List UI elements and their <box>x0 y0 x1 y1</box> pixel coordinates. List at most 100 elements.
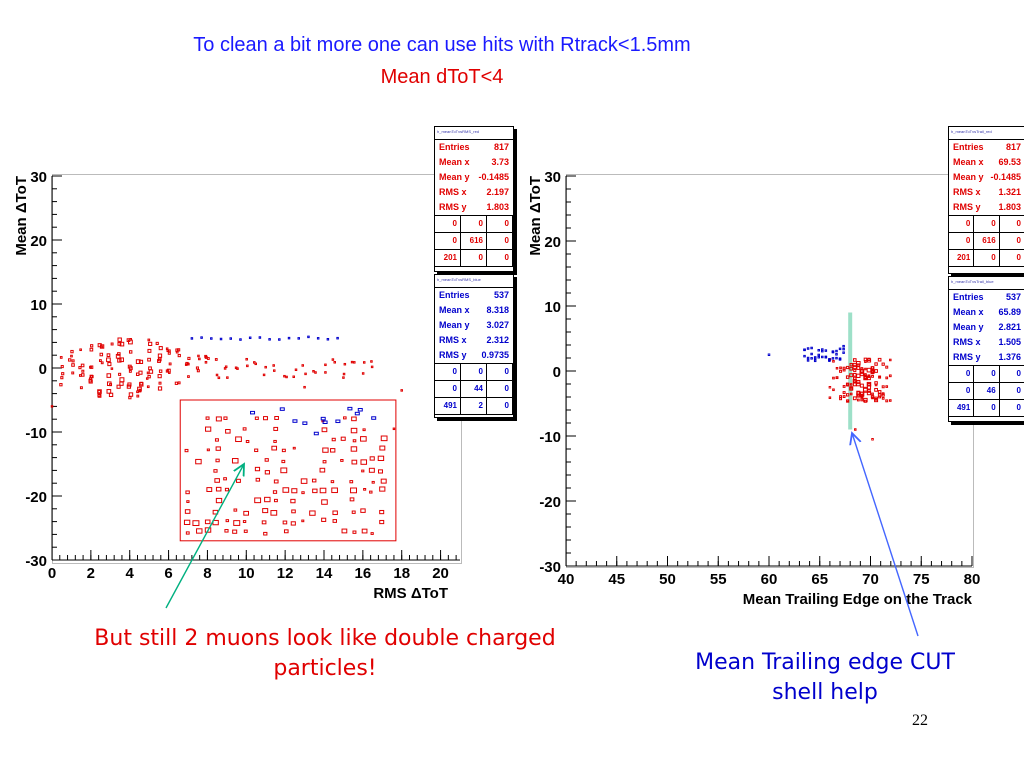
red-point <box>362 361 366 364</box>
red-point <box>828 396 832 399</box>
page-number: 22 <box>912 712 928 729</box>
red-point <box>301 519 305 523</box>
red-point <box>261 520 267 525</box>
red-point <box>128 392 134 397</box>
red-point <box>301 491 305 495</box>
arrow-blue <box>852 433 919 637</box>
red-point <box>70 349 74 354</box>
right-chart: 40 45 50 55 60 65 70 75 80 30 20 10 0 -10 -20 -30 Mean T… <box>527 169 980 608</box>
red-point <box>79 348 82 352</box>
red-point <box>99 359 102 363</box>
blue-point <box>307 335 310 339</box>
red-point <box>352 530 357 534</box>
red-point <box>341 528 348 534</box>
left-plot-frame <box>52 174 462 564</box>
blue-point <box>313 431 319 436</box>
y-tick-label: -30 <box>539 559 561 576</box>
red-point <box>157 386 163 391</box>
red-point <box>377 469 383 474</box>
red-point <box>853 368 857 373</box>
x-tick-label: 55 <box>710 571 727 588</box>
red-point <box>331 358 335 361</box>
red-point <box>852 358 857 362</box>
blue-point <box>835 353 838 356</box>
highlight-box <box>179 399 397 542</box>
red-point <box>97 393 102 398</box>
red-point <box>874 387 878 392</box>
x-tick-label: 6 <box>164 565 172 582</box>
y-tick-label: 10 <box>30 297 47 314</box>
y-tick-label: 10 <box>544 299 561 316</box>
red-point <box>871 392 874 396</box>
stat-rms-x: RMS x 1.321 <box>953 187 1021 197</box>
blue-point <box>806 359 810 362</box>
red-point <box>233 508 238 512</box>
red-point <box>135 359 141 365</box>
red-point <box>232 529 238 534</box>
red-point <box>332 519 338 523</box>
comment-right-line2: shell help <box>772 680 878 705</box>
red-point <box>117 341 122 346</box>
red-point <box>226 376 229 379</box>
statbox-histname: h_meanToTvsTrail_blue <box>949 277 1024 290</box>
red-point <box>184 448 189 453</box>
red-point <box>351 510 356 514</box>
red-point <box>283 374 286 378</box>
red-point <box>78 366 82 370</box>
red-point <box>264 496 271 503</box>
red-point <box>340 459 344 462</box>
red-point <box>177 381 181 385</box>
red-point <box>157 359 161 363</box>
red-point <box>109 383 113 387</box>
red-point <box>198 357 201 361</box>
red-point <box>97 389 102 394</box>
red-point <box>137 386 142 392</box>
blue-point <box>831 350 835 353</box>
outlier-point <box>828 386 832 389</box>
red-point <box>304 372 307 376</box>
red-point <box>213 469 218 473</box>
red-point <box>106 353 111 357</box>
red-point <box>867 375 871 378</box>
red-point <box>117 337 122 342</box>
red-point <box>234 366 238 370</box>
red-point <box>270 510 278 516</box>
red-point <box>881 362 885 366</box>
red-point <box>849 383 853 386</box>
blue-point <box>821 349 824 353</box>
red-point <box>196 528 203 534</box>
red-point <box>223 416 228 420</box>
blue-point <box>810 357 813 360</box>
red-point <box>242 427 247 431</box>
red-point <box>312 370 315 373</box>
red-point <box>204 361 208 364</box>
red-point <box>273 369 276 372</box>
red-point <box>185 361 189 366</box>
red-point <box>379 486 386 492</box>
stat-mean-x: Mean x 65.89 <box>953 307 1021 317</box>
red-point <box>242 520 247 523</box>
red-point <box>192 520 200 527</box>
red-point <box>369 456 375 461</box>
red-point <box>135 372 140 376</box>
x-tick-label: 70 <box>862 571 879 588</box>
red-point <box>59 356 63 359</box>
red-point <box>871 374 874 378</box>
red-point <box>361 528 368 534</box>
red-point <box>281 448 286 453</box>
red-point <box>380 478 387 484</box>
left-statbox-blue: h_meanToTvsRMS_blue Entries 537 Mean x 8.3… <box>434 274 514 418</box>
y-tick-label: 20 <box>544 234 561 251</box>
red-point <box>832 376 835 380</box>
red-point <box>283 529 289 534</box>
stat-mean-y: Mean y -0.1485 <box>953 172 1021 182</box>
red-point <box>379 519 385 525</box>
red-point <box>853 376 857 381</box>
x-tick-label: 2 <box>87 565 95 582</box>
red-point <box>214 478 220 483</box>
red-point <box>157 374 162 379</box>
red-point <box>369 490 373 494</box>
red-point <box>186 500 190 503</box>
